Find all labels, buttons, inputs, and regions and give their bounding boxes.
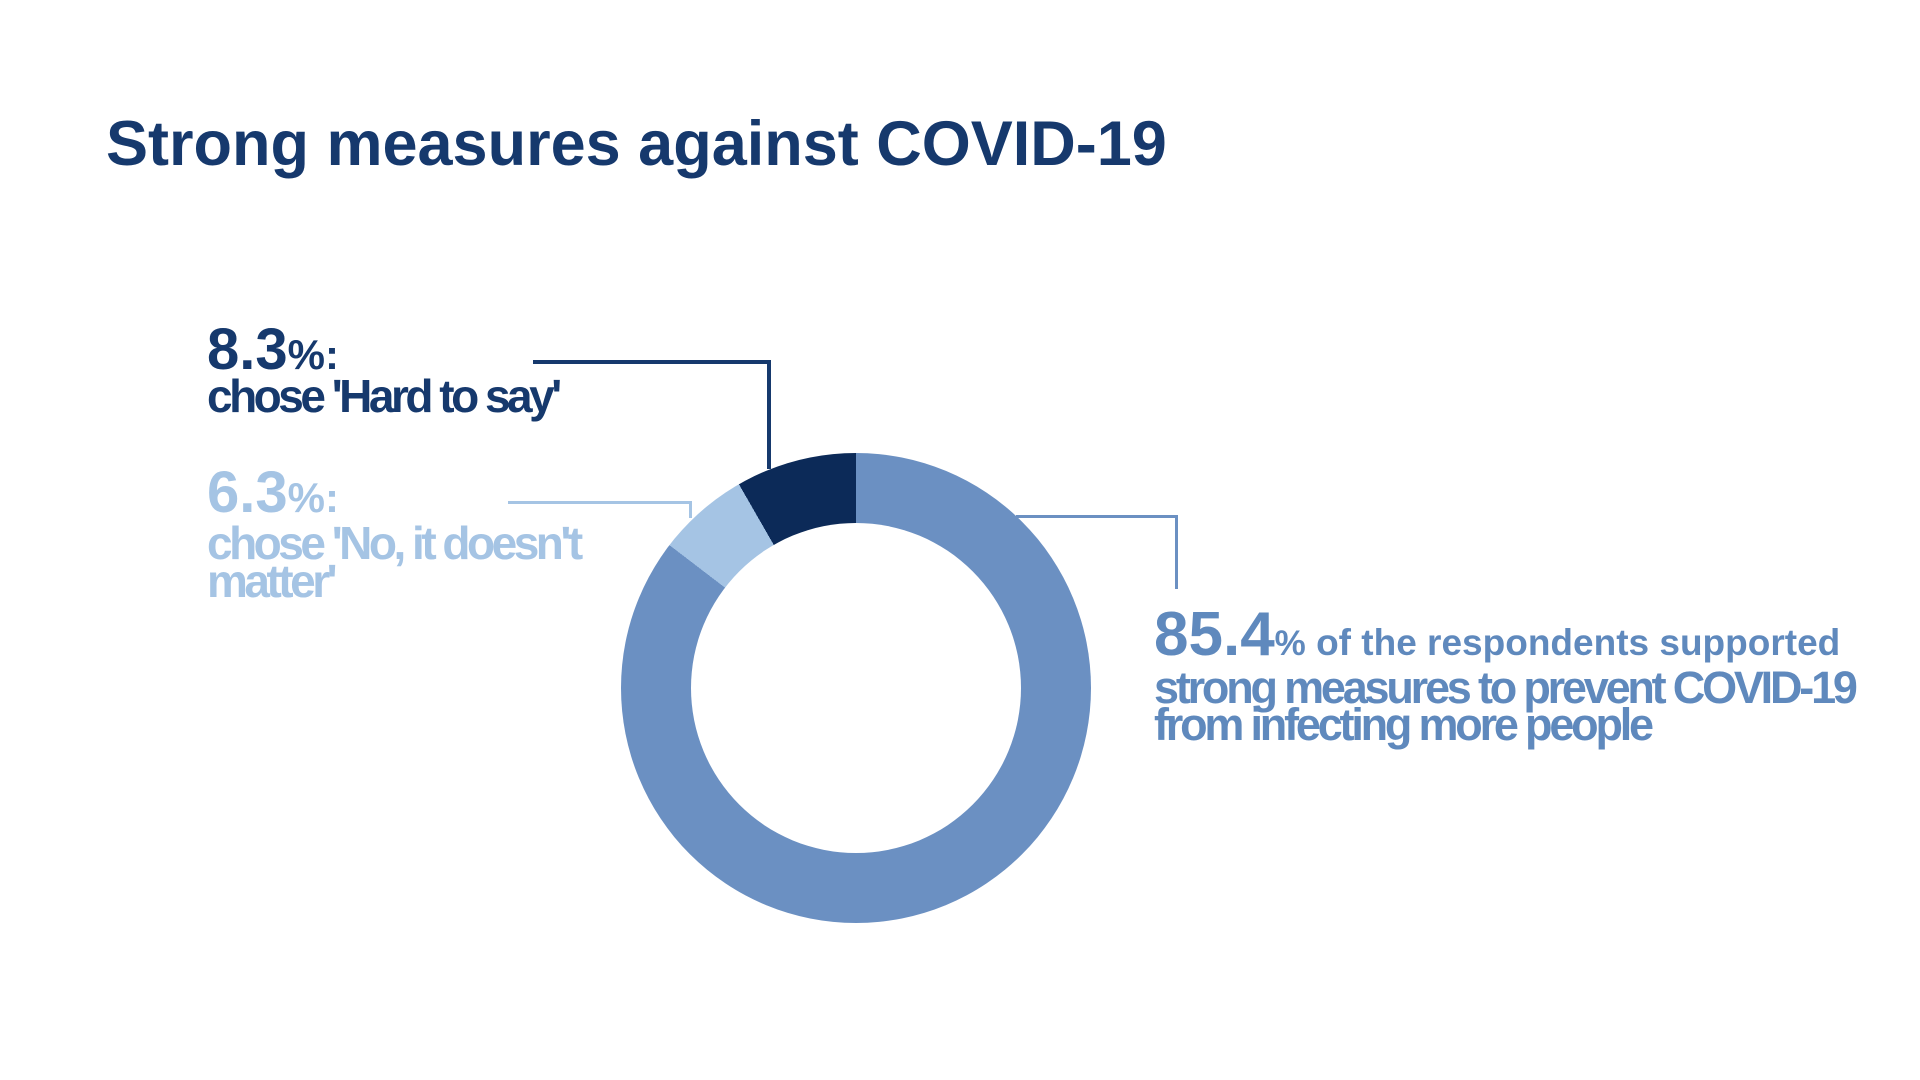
no-matter-number: 6.3 [207, 460, 288, 525]
donut-hole [691, 523, 1021, 853]
no-matter-label: chose 'No, it doesn't matter' [207, 517, 583, 607]
no-matter-percent-sign: %: [287, 474, 339, 521]
no-matter-label-line2: matter' [207, 555, 338, 607]
donut-chart [621, 453, 1091, 923]
hard-to-say-percent-sign: %: [287, 331, 339, 378]
hard-to-say-label: chose 'Hard to say' [207, 370, 562, 422]
supported-label-line3: from infecting more people [1154, 699, 1654, 750]
supported-number: 85.4 [1154, 600, 1275, 669]
hard-to-say-value: 8.3%: [207, 321, 339, 384]
supported-label-line1: of the respondents supported [1305, 622, 1841, 663]
no-matter-label-line1: chose 'No, it doesn't [207, 517, 583, 569]
no-matter-value: 6.3%: [207, 464, 339, 527]
hard-to-say-number: 8.3 [207, 317, 288, 382]
page-title: Strong measures against COVID-19 [106, 109, 1167, 179]
leader-line-supported [1016, 515, 1178, 589]
leader-line-hard-to-say [533, 360, 771, 469]
supported-percent-sign: % [1274, 624, 1306, 663]
leader-line-no-matter [508, 501, 692, 518]
supported-label-line2: strong measures to prevent COVID-19 [1154, 662, 1858, 713]
supported-value-line: 85.4% of the respondents supported [1154, 604, 1840, 675]
